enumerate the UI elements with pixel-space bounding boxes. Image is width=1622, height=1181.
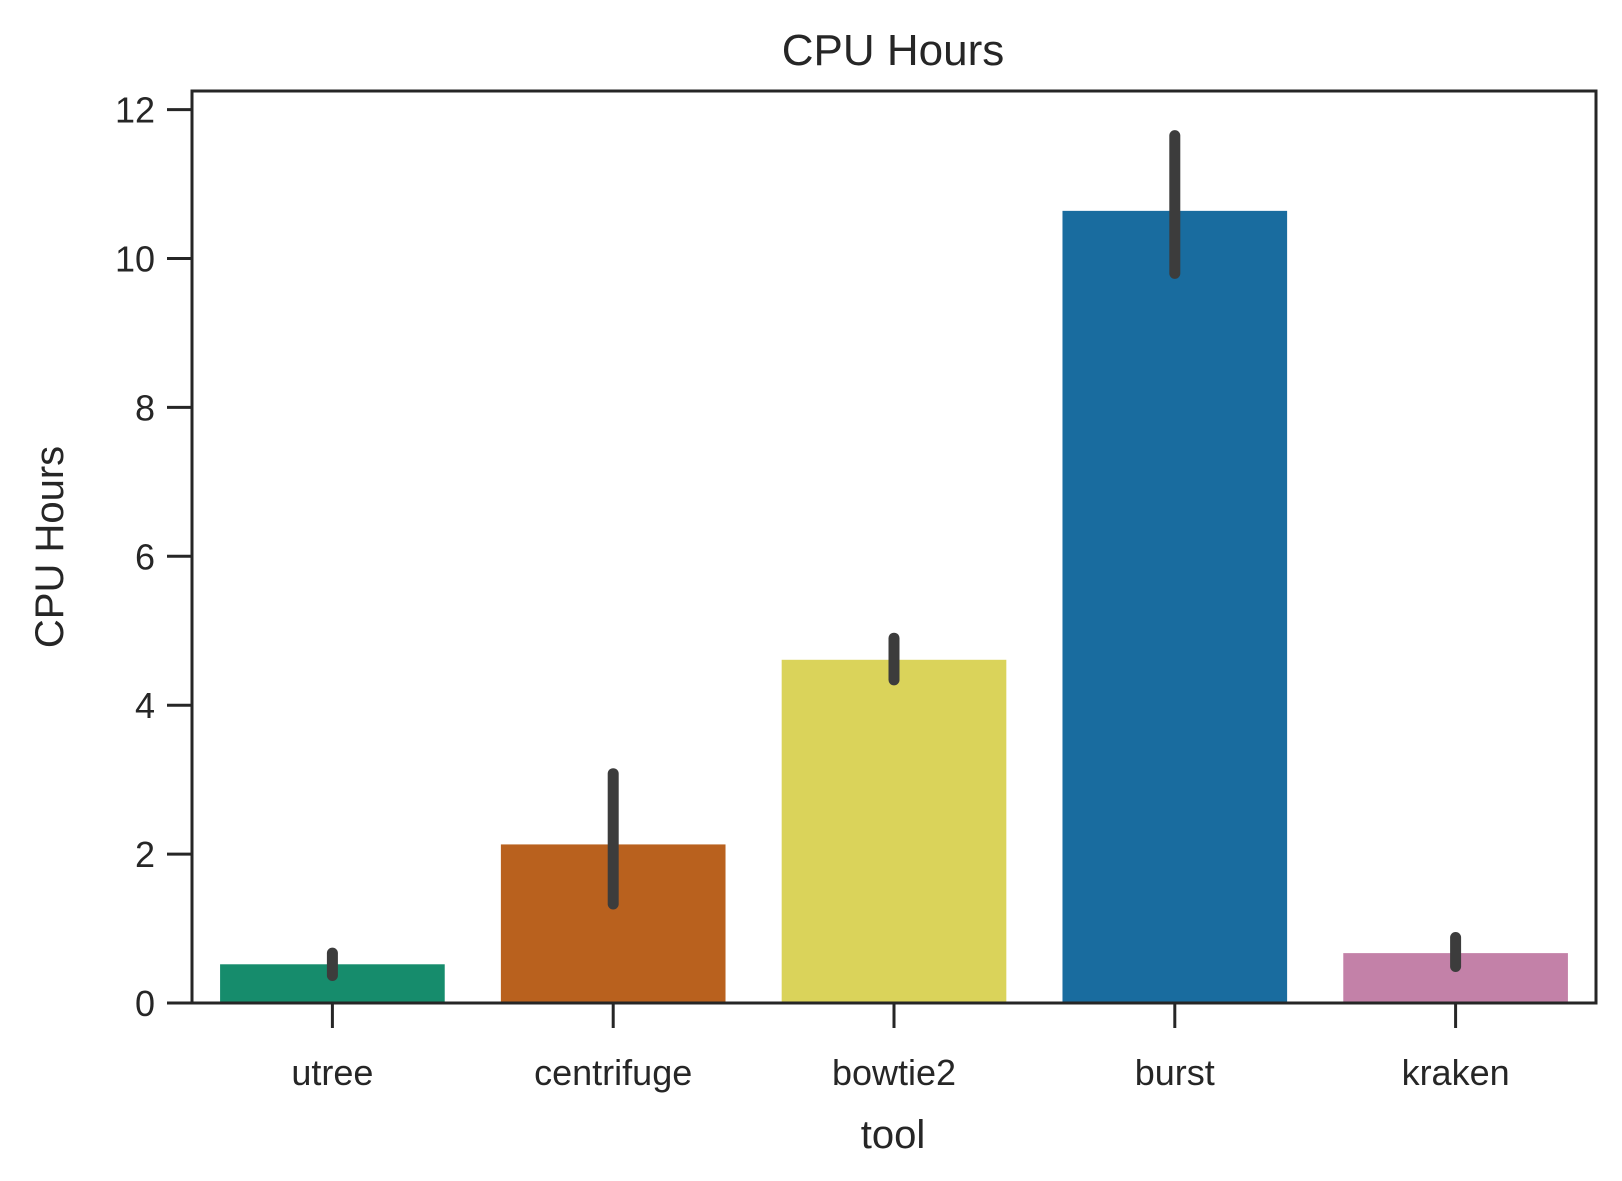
x-tick-label-bowtie2: bowtie2 <box>832 1052 956 1093</box>
y-tick-label-0: 0 <box>135 983 155 1024</box>
bar-burst <box>1062 210 1288 1003</box>
x-axis: utree centrifuge bowtie2 burst kraken <box>291 1003 1510 1093</box>
y-axis-label: CPU Hours <box>28 446 72 648</box>
bar-bowtie2 <box>781 659 1007 1003</box>
x-tick-label-centrifuge: centrifuge <box>534 1052 692 1093</box>
y-tick-label-12: 12 <box>115 90 155 131</box>
y-tick-label-2: 2 <box>135 834 155 875</box>
x-tick-label-burst: burst <box>1135 1052 1215 1093</box>
bars-layer <box>220 210 1568 1003</box>
x-axis-label: tool <box>861 1113 926 1157</box>
y-tick-label-6: 6 <box>135 536 155 577</box>
y-tick-label-4: 4 <box>135 685 155 726</box>
chart-title: CPU Hours <box>782 26 1005 75</box>
error-bars-layer <box>326 130 1462 981</box>
x-tick-label-kraken: kraken <box>1402 1052 1510 1093</box>
y-tick-label-8: 8 <box>135 387 155 428</box>
x-tick-label-utree: utree <box>291 1052 373 1093</box>
y-axis: 0 2 4 6 8 10 12 <box>115 90 192 1024</box>
y-tick-label-10: 10 <box>115 239 155 280</box>
